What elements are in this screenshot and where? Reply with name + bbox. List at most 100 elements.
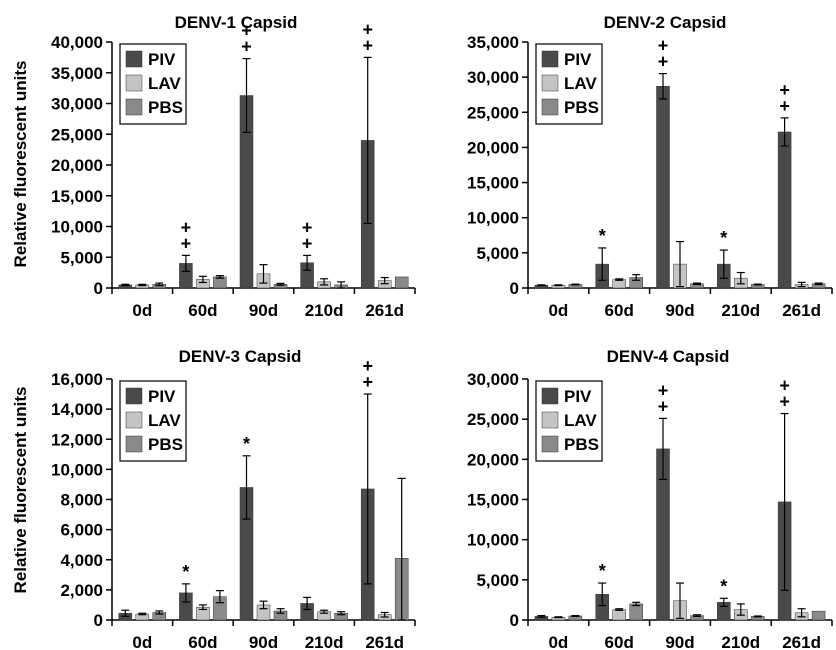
legend-swatch-pbs-denv-2 xyxy=(542,99,558,115)
x-tick-label-denv-1: 0d xyxy=(132,301,152,320)
x-tick-label-denv-1: 210d xyxy=(305,301,344,320)
y-tick-label-denv-1: 10,000 xyxy=(51,218,103,237)
y-tick-label-denv-1: 0 xyxy=(94,279,103,298)
chart-title-denv-1: DENV-1 Capsid xyxy=(175,13,298,32)
chart-panel-denv-1: DENV-1 Capsid 0 5,000 10,000 15,000 20,000 25,… xyxy=(51,13,415,320)
x-tick-label-denv-2: 0d xyxy=(548,301,568,320)
x-tick-label-denv-1: 261d xyxy=(365,301,404,320)
bar-pbs-denv-4 xyxy=(812,611,825,620)
significance-marker-denv-4: + xyxy=(658,396,669,416)
y-tick-label-denv-1: 25,000 xyxy=(51,125,103,144)
y-tick-label-denv-1: 20,000 xyxy=(51,156,103,175)
chart-panel-denv-4: DENV-4 Capsid 0 5,000 10,000 15,000 20,000 25,… xyxy=(467,347,832,650)
y-tick-label-denv-4: 15,000 xyxy=(467,491,519,510)
significance-marker-denv-3: + xyxy=(362,372,373,392)
significance-marker-denv-2: + xyxy=(658,52,669,72)
y-tick-label-denv-4: 30,000 xyxy=(467,370,519,389)
legend-label-lav-denv-4: LAV xyxy=(564,411,597,430)
legend-label-piv-denv-4: PIV xyxy=(564,387,592,406)
bar-piv-denv-2 xyxy=(657,86,670,288)
y-tick-label-denv-3: 12,000 xyxy=(51,430,103,449)
y-tick-label-denv-4: 10,000 xyxy=(467,531,519,550)
bar-lav-denv-4 xyxy=(613,610,626,620)
legend-swatch-pbs-denv-1 xyxy=(126,99,142,115)
legend-label-pbs-denv-3: PBS xyxy=(148,435,183,454)
y-tick-label-denv-3: 8,000 xyxy=(60,491,103,510)
x-tick-label-denv-4: 60d xyxy=(605,633,634,650)
significance-marker-denv-4: + xyxy=(779,392,790,412)
x-tick-label-denv-2: 261d xyxy=(782,301,821,320)
legend-swatch-piv-denv-3 xyxy=(126,388,142,404)
y-tick-label-denv-3: 0 xyxy=(94,611,103,630)
y-tick-label-denv-1: 30,000 xyxy=(51,95,103,114)
significance-marker-denv-3: * xyxy=(182,562,189,582)
legend-denv-1: PIVLAVPBS xyxy=(120,44,186,124)
y-tick-label-denv-2: 25,000 xyxy=(467,103,519,122)
y-axis-label-top: Relative fluorescent units xyxy=(11,61,30,268)
y-tick-label-denv-2: 30,000 xyxy=(467,68,519,87)
y-tick-label-denv-3: 14,000 xyxy=(51,400,103,419)
y-tick-label-denv-3: 16,000 xyxy=(51,370,103,389)
y-tick-label-denv-1: 35,000 xyxy=(51,64,103,83)
legend-swatch-pbs-denv-4 xyxy=(542,436,558,452)
legend-label-piv-denv-2: PIV xyxy=(564,50,592,69)
y-tick-label-denv-2: 0 xyxy=(510,279,519,298)
legend-swatch-lav-denv-1 xyxy=(126,75,142,91)
significance-marker-denv-4: * xyxy=(599,561,606,581)
x-tick-label-denv-2: 210d xyxy=(721,301,760,320)
y-tick-label-denv-3: 10,000 xyxy=(51,460,103,479)
x-tick-label-denv-1: 60d xyxy=(188,301,217,320)
legend-label-lav-denv-2: LAV xyxy=(564,74,597,93)
x-tick-label-denv-2: 60d xyxy=(605,301,634,320)
chart-panel-denv-2: DENV-2 Capsid 0 5,000 10,000 15,000 20,000 25,… xyxy=(467,13,832,320)
bar-pbs-denv-1 xyxy=(395,277,408,288)
bar-piv-denv-2 xyxy=(778,132,791,288)
significance-marker-denv-4: * xyxy=(720,576,727,596)
y-tick-label-denv-2: 5,000 xyxy=(476,244,519,263)
legend-label-piv-denv-1: PIV xyxy=(148,50,176,69)
legend-swatch-pbs-denv-3 xyxy=(126,436,142,452)
legend-label-pbs-denv-2: PBS xyxy=(564,98,599,117)
x-tick-label-denv-3: 60d xyxy=(188,633,217,650)
x-tick-label-denv-3: 0d xyxy=(132,633,152,650)
legend-swatch-lav-denv-3 xyxy=(126,412,142,428)
legend-swatch-lav-denv-2 xyxy=(542,75,558,91)
y-tick-label-denv-4: 20,000 xyxy=(467,450,519,469)
y-tick-label-denv-2: 10,000 xyxy=(467,209,519,228)
legend-swatch-piv-denv-2 xyxy=(542,51,558,67)
x-tick-label-denv-4: 210d xyxy=(721,633,760,650)
significance-marker-denv-1: + xyxy=(241,37,252,57)
y-tick-label-denv-2: 35,000 xyxy=(467,33,519,52)
legend-swatch-piv-denv-4 xyxy=(542,388,558,404)
y-tick-label-denv-2: 20,000 xyxy=(467,138,519,157)
significance-marker-denv-2: + xyxy=(779,96,790,116)
legend-denv-4: PIV LAV PBS xyxy=(536,381,602,461)
x-tick-label-denv-3: 210d xyxy=(305,633,344,650)
y-tick-label-denv-1: 40,000 xyxy=(51,33,103,52)
x-tick-label-denv-3: 261d xyxy=(365,633,404,650)
legend-label-lav-denv-3: LAV xyxy=(148,411,181,430)
legend-swatch-piv-denv-1 xyxy=(126,51,142,67)
y-axis-label-bottom: Relative fluorescent units xyxy=(11,387,30,594)
x-tick-label-denv-1: 90d xyxy=(249,301,278,320)
x-tick-label-denv-4: 261d xyxy=(782,633,821,650)
legend-swatch-lav-denv-4 xyxy=(542,412,558,428)
x-tick-label-denv-4: 0d xyxy=(548,633,568,650)
y-tick-label-denv-4: 25,000 xyxy=(467,410,519,429)
significance-marker-denv-3: * xyxy=(243,434,250,454)
chart-title-denv-3: DENV-3 Capsid xyxy=(179,347,302,366)
chart-title-denv-2: DENV-2 Capsid xyxy=(604,13,727,32)
y-tick-label-denv-2: 15,000 xyxy=(467,174,519,193)
significance-marker-denv-1: + xyxy=(181,233,192,253)
legend-label-piv-denv-3: PIV xyxy=(148,387,176,406)
y-tick-label-denv-4: 5,000 xyxy=(476,571,519,590)
significance-marker-denv-1: + xyxy=(302,233,313,253)
x-tick-label-denv-2: 90d xyxy=(665,301,694,320)
chart-title-denv-4: DENV-4 Capsid xyxy=(607,347,730,366)
legend-denv-2: PIV LAV PBS xyxy=(536,44,602,124)
chart-panel-denv-3: DENV-3 Capsid 0 2,000 4,000 6,000 8,000 10,000… xyxy=(51,347,415,650)
legend-denv-3: PIV LAV PBS xyxy=(120,381,186,461)
y-tick-label-denv-3: 6,000 xyxy=(60,521,103,540)
x-tick-label-denv-3: 90d xyxy=(249,633,278,650)
